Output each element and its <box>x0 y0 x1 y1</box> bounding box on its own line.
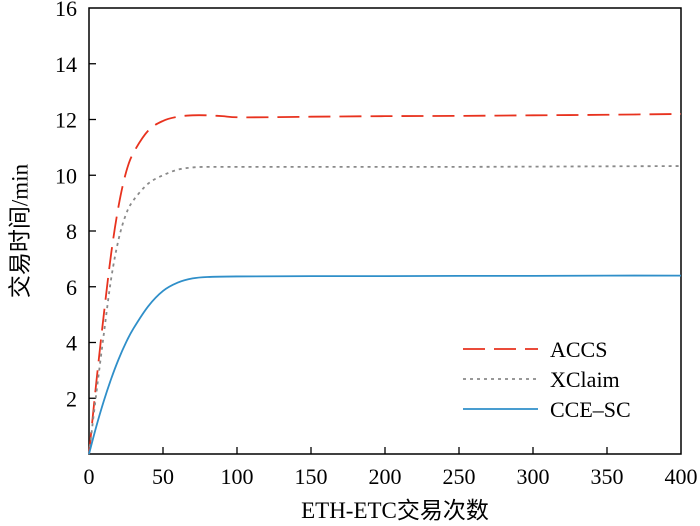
axis-ticks <box>89 63 608 454</box>
x-tick-label: 0 <box>84 464 95 489</box>
y-tick-label: 10 <box>55 163 77 188</box>
x-tick-label: 150 <box>295 464 328 489</box>
legend-label-1: XClaim <box>550 367 620 392</box>
legend: ACCS XClaim CCE–SC <box>463 337 631 422</box>
x-axis-title: ETH-ETC交易次数 <box>301 498 489 523</box>
series-line-0 <box>88 113 682 455</box>
y-axis-title: 交易时间/min <box>7 163 32 298</box>
x-tick-label: 350 <box>591 464 624 489</box>
y-tick-label: 16 <box>55 0 77 21</box>
data-series <box>88 113 682 455</box>
x-tick-label: 50 <box>152 464 174 489</box>
y-tick-label: 12 <box>55 108 77 133</box>
x-tick-label: 200 <box>369 464 402 489</box>
y-tick-label: 6 <box>66 275 77 300</box>
axis-tick-labels: 0 50 100 150 200 250 300 350 400 2 4 6 8 10 12 14 16 <box>55 0 698 489</box>
legend-label-0: ACCS <box>550 337 607 362</box>
legend-label-2: CCE–SC <box>550 397 631 422</box>
y-tick-label: 2 <box>66 386 77 411</box>
x-tick-label: 400 <box>665 464 698 489</box>
x-tick-label: 250 <box>443 464 476 489</box>
y-tick-label: 8 <box>66 219 77 244</box>
series-line-1 <box>88 165 682 455</box>
y-tick-label: 4 <box>66 331 77 356</box>
series-line-2 <box>88 274 682 455</box>
x-tick-label: 100 <box>221 464 254 489</box>
x-tick-label: 300 <box>517 464 550 489</box>
y-tick-label: 14 <box>55 52 77 77</box>
